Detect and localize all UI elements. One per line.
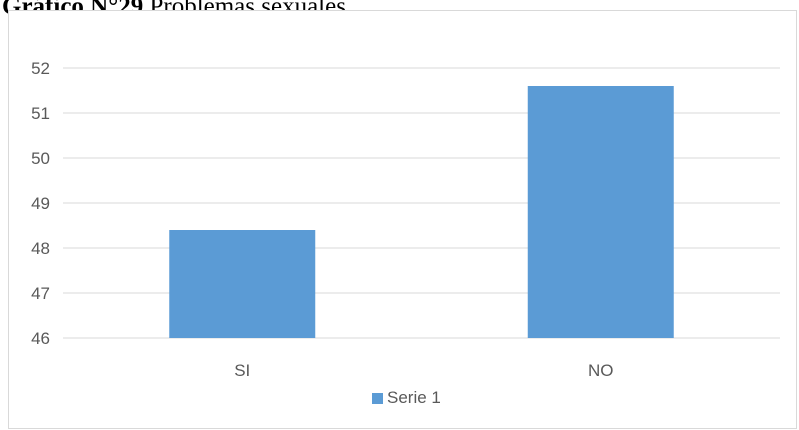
x-category-label: NO	[588, 361, 614, 380]
y-tick-label: 47	[31, 284, 50, 303]
bar-si	[169, 230, 316, 338]
y-tick-label: 49	[31, 194, 50, 213]
y-tick-label: 48	[31, 239, 50, 258]
bar-no	[527, 86, 674, 338]
y-tick-label: 52	[31, 59, 50, 78]
legend: Serie 1	[372, 388, 441, 408]
legend-swatch	[372, 392, 383, 404]
y-tick-label: 46	[31, 329, 50, 348]
x-category-label: SI	[234, 361, 250, 380]
y-tick-label: 51	[31, 104, 50, 123]
legend-label: Serie 1	[387, 388, 441, 407]
y-tick-label: 50	[31, 149, 50, 168]
